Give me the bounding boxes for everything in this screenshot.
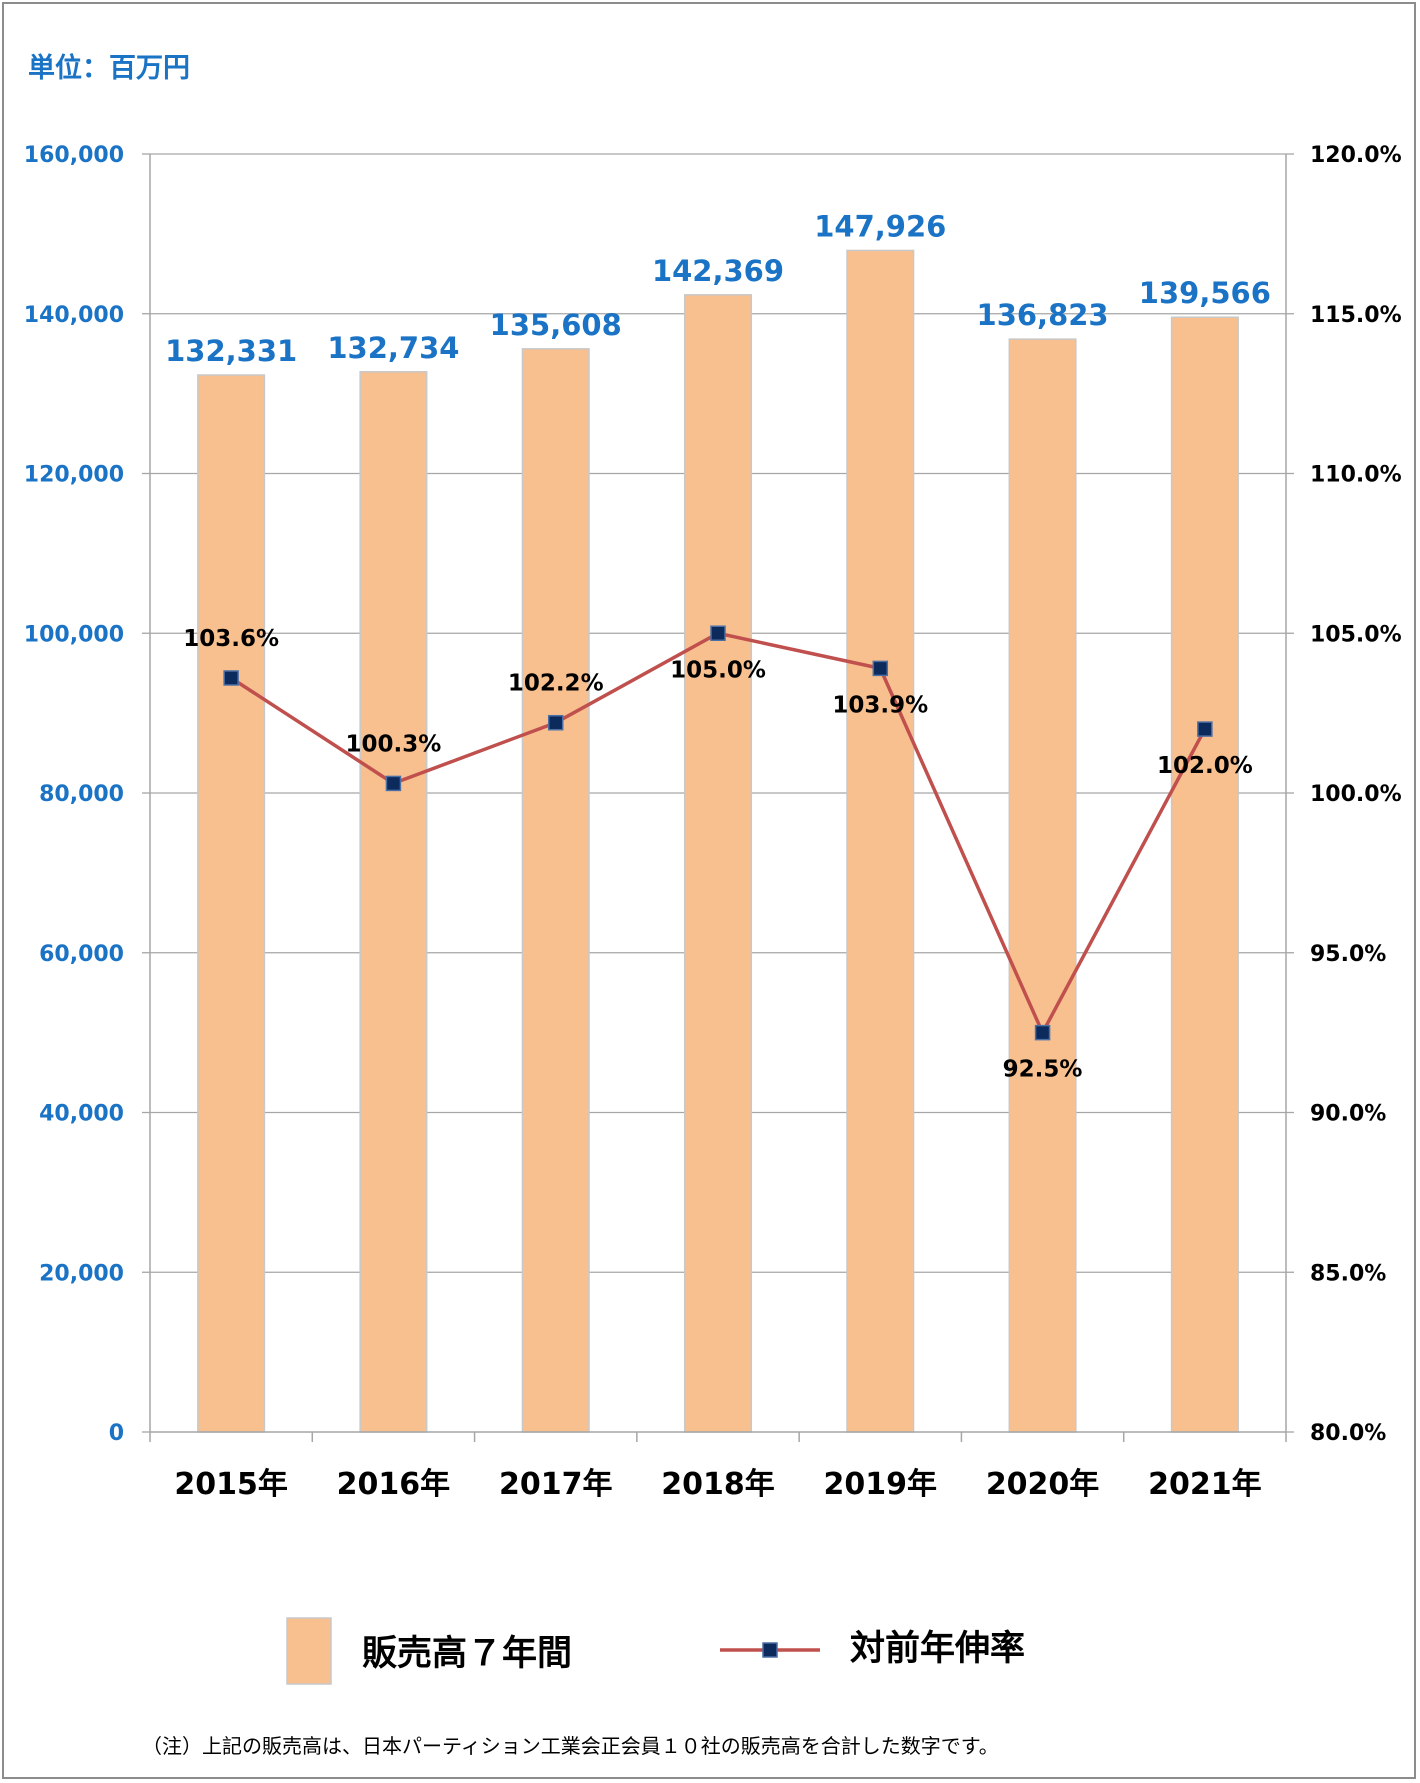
x-axis-tick-label: 2015年 [174,1467,288,1502]
growth-line-marker [872,660,889,677]
bar-value-label: 142,369 [652,254,784,288]
growth-line-marker [710,625,726,641]
growth-line-marker [1197,721,1213,737]
legend-label-line: 対前年伸率 [850,1629,1025,1669]
x-axis-tick-label: 2021年 [1148,1467,1262,1502]
growth-line [223,625,1213,1041]
growth-value-label: 102.0% [1157,753,1253,779]
right-axis-tick-label: 100.0% [1310,782,1402,807]
left-axis-tick-label: 60,000 [39,942,124,967]
right-axis-tick-label: 90.0% [1310,1102,1386,1127]
right-axis-tick-label: 85.0% [1310,1261,1386,1286]
legend: 販売高７年間 対前年伸率 [286,1617,1025,1685]
growth-value-label: 102.2% [508,671,604,697]
left-axis-tick-label: 160,000 [24,143,124,168]
right-axis-tick-label: 115.0% [1310,303,1402,328]
bar-value-label: 147,926 [814,209,946,243]
growth-line-marker [547,714,564,731]
bar [521,348,590,1433]
left-axis-tick-label: 100,000 [24,622,124,647]
x-axis-tick-label: 2020年 [986,1467,1100,1502]
growth-value-label: 92.5% [1003,1057,1083,1083]
x-axis-tick-label: 2017年 [499,1467,613,1502]
left-axis-tick-label: 120,000 [24,463,124,488]
left-axis-tick-label: 140,000 [24,303,124,328]
growth-value-label: 105.0% [670,657,766,683]
left-axis-tick-label: 40,000 [39,1102,124,1127]
bars [197,249,1239,1433]
bar [1170,316,1239,1433]
left-axis-tick-label: 80,000 [39,782,124,807]
legend-marker-sample [762,1642,778,1658]
x-axis-tick-label: 2018年 [661,1467,775,1502]
growth-value-label: 103.6% [183,626,279,652]
x-axis-tick-label: 2016年 [337,1467,451,1502]
bar-value-label: 136,823 [977,298,1109,332]
growth-value-label: 100.3% [346,731,442,757]
axes: 0 20,000 40,000 60,000 80,000 100,000 120,000 1… [24,143,1402,1502]
growth-line-marker [385,775,402,792]
data-labels: 132,331 132,734 135,608 142,369 147,926 136,8… [165,209,1271,1082]
bar [359,371,428,1433]
right-axis-tick-label: 80.0% [1310,1421,1386,1446]
bar [683,294,753,1433]
bar [1008,338,1077,1433]
growth-value-label: 103.9% [832,692,928,718]
bar-value-label: 135,608 [490,308,622,342]
bar [846,249,915,1433]
unit-label: 単位：百万円 [28,53,190,84]
bar-value-label: 139,566 [1139,276,1271,310]
right-axis-tick-label: 120.0% [1310,143,1402,168]
bar-value-label: 132,331 [165,334,297,368]
legend-swatch-bar [286,1617,332,1685]
footnote: （注）上記の販売高は、日本パーティション工業会正会員１０社の販売高を合計した数字… [142,1734,999,1758]
right-axis-tick-label: 105.0% [1310,622,1402,647]
legend-label-bar: 販売高７年間 [362,1634,572,1674]
right-axis-tick-label: 110.0% [1310,463,1402,488]
left-axis-tick-label: 20,000 [39,1261,124,1286]
growth-line-marker [1034,1024,1051,1041]
left-axis-tick-label: 0 [109,1421,124,1446]
right-axis-tick-label: 95.0% [1310,942,1386,967]
x-axis-tick-label: 2019年 [824,1467,938,1502]
growth-line-marker [223,670,239,686]
bar-value-label: 132,734 [327,331,459,365]
bar [197,374,266,1433]
